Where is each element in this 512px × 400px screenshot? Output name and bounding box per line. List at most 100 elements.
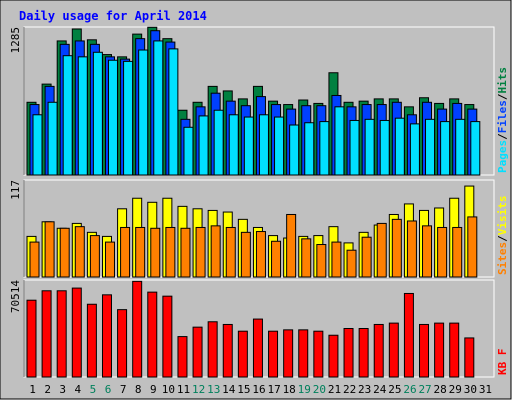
bar: [403, 292, 414, 378]
bar: [138, 49, 149, 176]
bar: [379, 119, 390, 176]
bar: [71, 287, 82, 378]
bar: [123, 60, 134, 176]
bar: [440, 121, 451, 176]
bar: [313, 330, 324, 378]
bar: [274, 116, 285, 176]
legend-entry: Hits: [496, 67, 509, 94]
bar: [349, 119, 360, 176]
bar: [213, 109, 224, 176]
legend-separator: /: [496, 133, 509, 140]
chart-title: Daily usage for April 2014: [19, 9, 207, 23]
bar: [29, 241, 40, 278]
x-axis-labels: 1 2 3 4 5 6 7 8 9 10 11 12 13 14 15 16 17 18 19 20 21 22 23 24 2…: [29, 383, 492, 396]
x-tick-label: 28: [434, 383, 447, 396]
bar: [419, 323, 430, 378]
bar: [361, 236, 372, 278]
bar: [373, 323, 384, 378]
x-tick-label: 11: [177, 383, 190, 396]
bar: [331, 241, 342, 278]
bar: [286, 213, 297, 278]
legend-entry: Sites: [496, 242, 509, 275]
bar: [283, 329, 294, 378]
bar: [86, 303, 97, 378]
bar: [41, 290, 52, 378]
bar: [319, 121, 330, 176]
bar: [449, 322, 460, 378]
legend-separator: /: [496, 235, 509, 242]
bar: [147, 291, 158, 378]
bar: [32, 114, 43, 176]
panel-legend: KB F: [496, 349, 509, 376]
bar: [26, 299, 37, 378]
bar: [316, 244, 327, 278]
bar: [77, 56, 88, 176]
bar: [328, 334, 339, 378]
bar: [44, 221, 55, 278]
bar: [192, 326, 203, 378]
x-tick-label: 18: [283, 383, 296, 396]
bar: [289, 124, 300, 176]
bar: [222, 323, 233, 378]
bar: [301, 238, 312, 278]
bar: [195, 226, 206, 278]
y-max-label: 70514: [9, 280, 22, 313]
x-tick-label: 4: [75, 383, 82, 396]
legend-entry: Visits: [496, 196, 509, 236]
bar: [207, 321, 218, 378]
x-tick-label: 5: [90, 383, 97, 396]
bar: [409, 123, 420, 176]
bar: [271, 240, 282, 278]
bar: [298, 329, 309, 378]
bar: [364, 118, 375, 176]
bar: [268, 330, 279, 378]
bar: [132, 280, 143, 378]
bar: [228, 114, 239, 176]
panel-visits-sites: 117 Sites/Visits: [9, 179, 509, 278]
bar: [225, 226, 236, 278]
x-tick-label: 21: [328, 383, 341, 396]
x-tick-label: 8: [135, 383, 142, 396]
bar: [343, 327, 354, 378]
bar: [168, 48, 179, 176]
x-tick-label: 14: [222, 383, 236, 396]
bar: [406, 220, 417, 278]
x-tick-label: 25: [388, 383, 401, 396]
legend-entry: Files: [496, 100, 509, 133]
legend-entry: KB F: [496, 349, 509, 376]
x-tick-label: 22: [343, 383, 356, 396]
panel-legend: Sites/Visits: [496, 196, 509, 276]
legend-entry: Pages: [496, 140, 509, 173]
x-tick-label: 12: [192, 383, 205, 396]
bar: [422, 225, 433, 278]
x-tick-label: 17: [267, 383, 280, 396]
bar: [135, 226, 146, 278]
bar: [425, 118, 436, 176]
bar: [47, 101, 58, 176]
bar: [183, 126, 194, 176]
x-tick-label: 26: [403, 383, 416, 396]
bar: [153, 40, 164, 176]
bar: [117, 309, 128, 378]
x-tick-label: 13: [207, 383, 220, 396]
x-tick-label: 3: [59, 383, 66, 396]
chart-panels: 1285Pages/Files/Hits117Sites/Visits70514…: [9, 26, 509, 378]
x-tick-label: 31: [479, 383, 492, 396]
bar: [180, 227, 191, 278]
bar: [467, 216, 478, 278]
series-pages: [32, 40, 481, 176]
bar: [104, 241, 115, 278]
bar: [101, 294, 112, 378]
x-tick-label: 1: [29, 383, 36, 396]
bar: [240, 231, 251, 278]
bar: [255, 231, 266, 278]
bar: [150, 227, 161, 278]
x-tick-label: 9: [150, 383, 157, 396]
x-tick-label: 15: [237, 383, 250, 396]
x-tick-label: 23: [358, 383, 371, 396]
x-tick-label: 7: [120, 383, 127, 396]
bar: [89, 235, 100, 278]
bar: [437, 226, 448, 278]
